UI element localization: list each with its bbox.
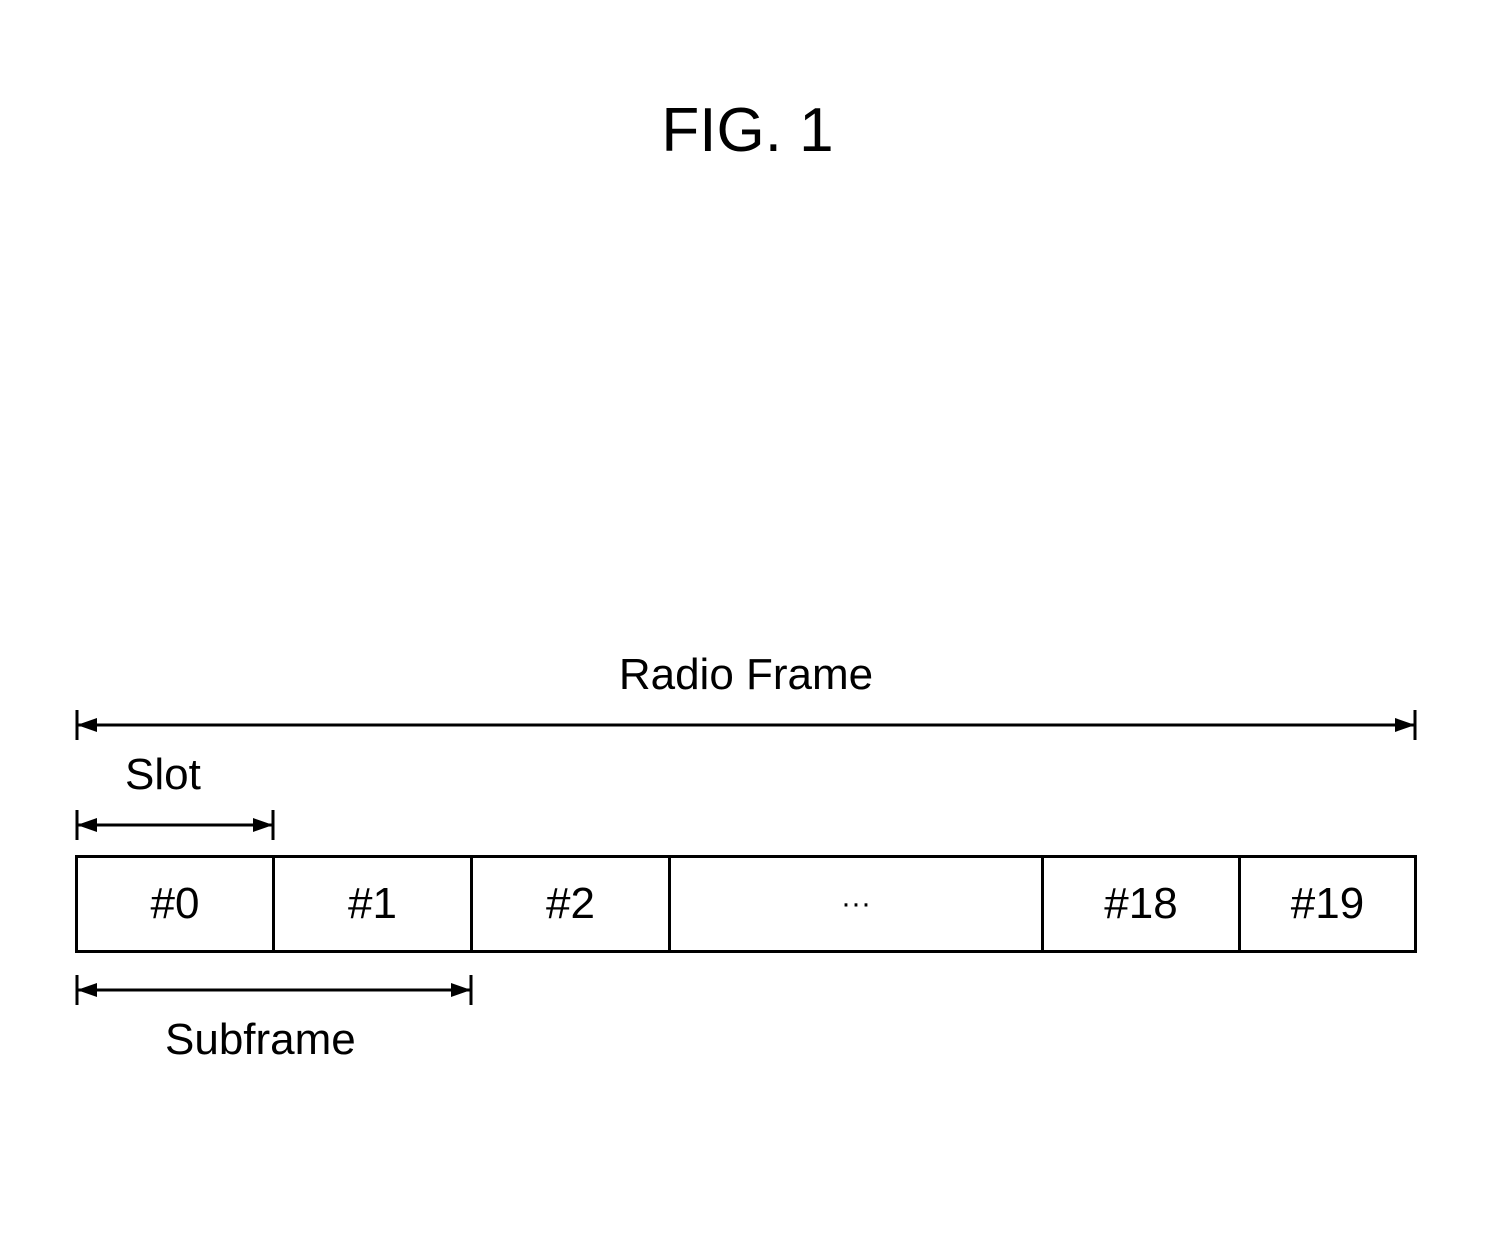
slot-dimension-arrow — [75, 810, 275, 840]
slot-box-ellipsis: ··· — [671, 858, 1044, 950]
radio-frame-dimension-arrow — [75, 710, 1417, 740]
radio-frame-label: Radio Frame — [619, 650, 873, 700]
slot-box-2: #2 — [473, 858, 671, 950]
slot-box-0: #0 — [78, 858, 275, 950]
subframe-label: Subframe — [165, 1015, 356, 1065]
slot-box-19: #19 — [1241, 858, 1414, 950]
subframe-dimension-arrow — [75, 975, 473, 1005]
slot-box-18: #18 — [1044, 858, 1241, 950]
slot-box-1: #1 — [275, 858, 473, 950]
slots-row: #0 #1 #2 ··· #18 #19 — [75, 855, 1417, 953]
slot-label: Slot — [125, 750, 201, 800]
figure-title: FIG. 1 — [661, 95, 833, 166]
